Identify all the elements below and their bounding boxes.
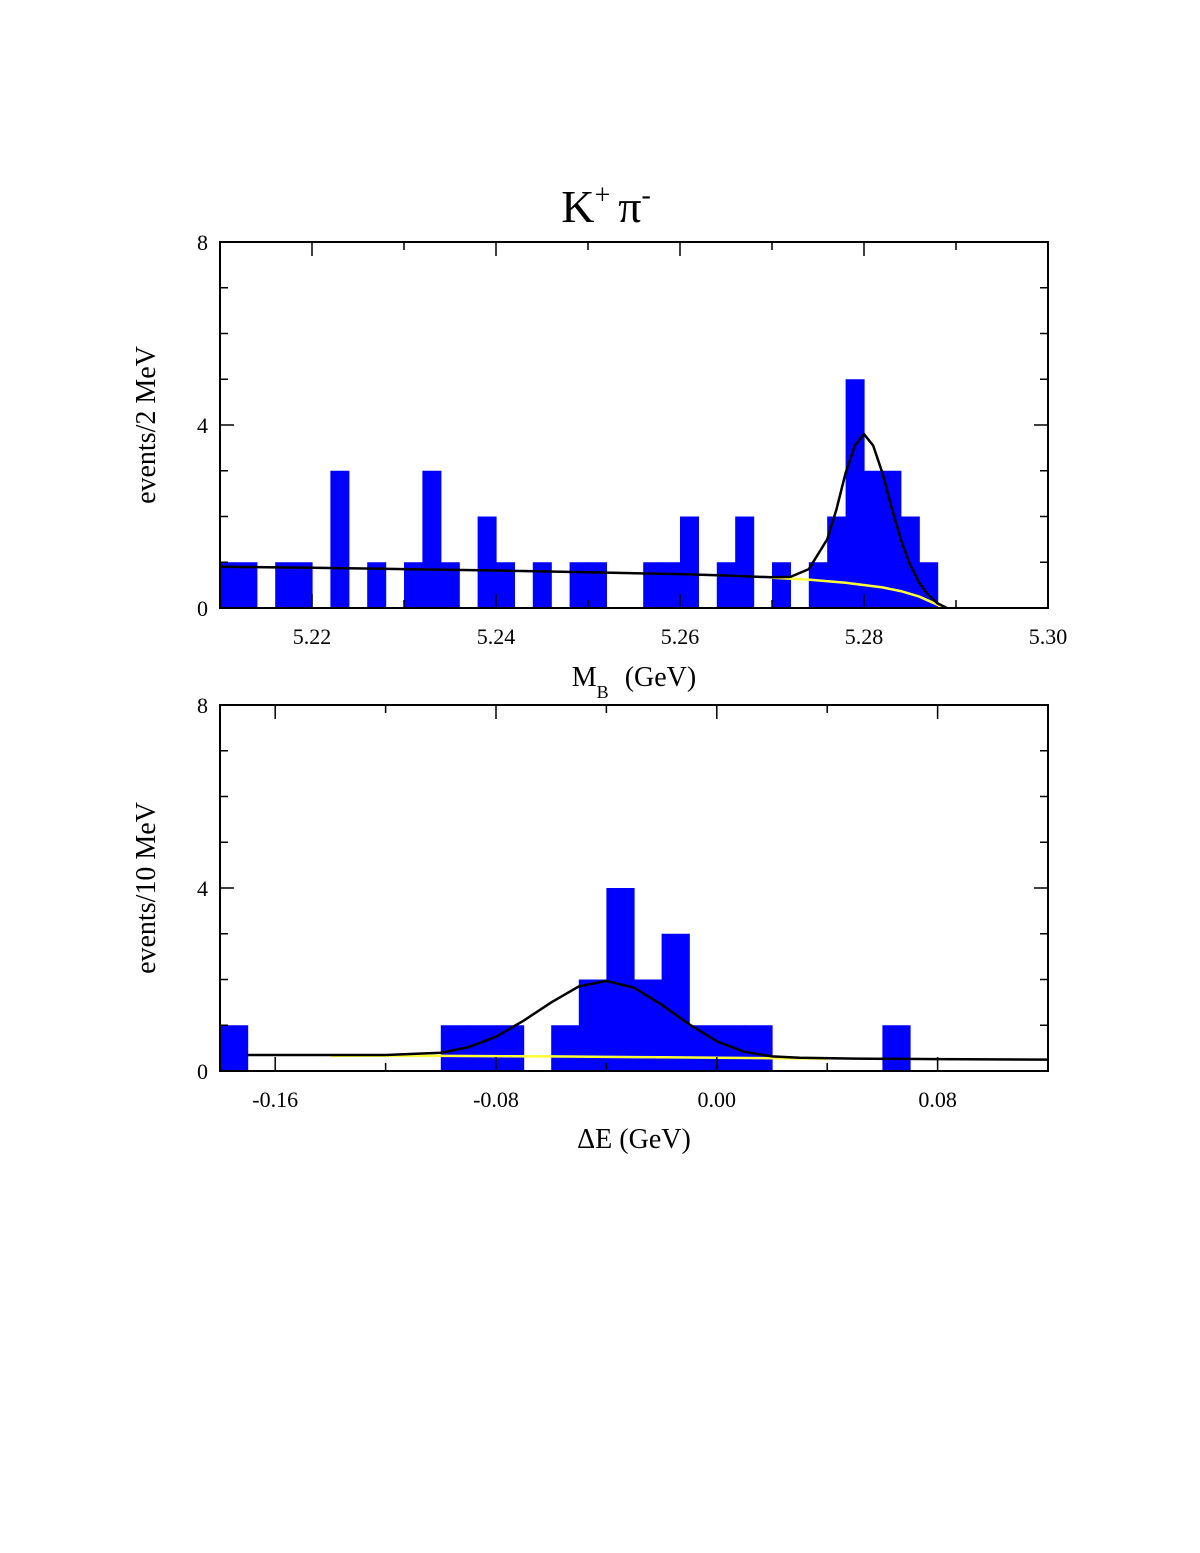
chart-mb-bar xyxy=(661,562,681,608)
chart-mb-ytick-labels: 0 4 8 xyxy=(197,230,208,621)
chart-de-xtick-label: 0.00 xyxy=(698,1087,737,1112)
chart-mb-bar xyxy=(440,562,460,608)
chart-mb-bar xyxy=(496,562,515,608)
chart-mb-bar xyxy=(275,562,295,608)
chart-mb-xtick-label: 5.28 xyxy=(845,624,884,649)
chart-de-bar xyxy=(551,1025,580,1071)
chart-mb-bar xyxy=(588,562,607,608)
chart-mb-bar xyxy=(532,562,552,608)
chart-mb-ytick-label: 8 xyxy=(197,230,208,255)
chart-de-bar xyxy=(716,1025,745,1071)
chart-mb-bar xyxy=(643,562,663,608)
chart-de-bar xyxy=(744,1025,773,1071)
chart-de-xtick-label: -0.16 xyxy=(252,1087,298,1112)
chart-de-ytick-label: 0 xyxy=(197,1059,208,1084)
chart-de-ytick-labels: 0 4 8 xyxy=(197,693,208,1084)
chart-de-bar xyxy=(661,933,690,1071)
chart-mb-ylabel: events/2 MeV xyxy=(131,346,162,504)
chart-mb-bar xyxy=(477,516,497,608)
chart-mb-ticks xyxy=(219,241,1049,609)
chart-mb-bar xyxy=(422,470,442,608)
chart-mb-ytick-label: 0 xyxy=(197,596,208,621)
chart-de-xtick-label: 0.08 xyxy=(918,1087,957,1112)
chart-mb-bar xyxy=(882,470,902,608)
chart-de-bar xyxy=(634,979,663,1071)
chart-mb-bar xyxy=(735,516,755,608)
chart-de-bar xyxy=(882,1025,911,1071)
chart-mb-fit-background xyxy=(771,576,948,610)
chart-de-ylabel: events/10 MeV xyxy=(131,802,162,974)
chart-mb-bar xyxy=(220,562,239,608)
chart-mb-bar xyxy=(293,562,313,608)
chart-de-bar xyxy=(496,1025,525,1071)
chart-mb-xtick-label: 5.30 xyxy=(1029,624,1068,649)
chart-mb-bars xyxy=(220,379,939,608)
chart-de-fit-total xyxy=(247,979,1049,1061)
chart-de-xtick-label: -0.08 xyxy=(473,1087,519,1112)
chart-mb-xtick-label: 5.22 xyxy=(293,624,332,649)
chart-de-ytick-label: 8 xyxy=(197,693,208,718)
chart-de-fit-background xyxy=(330,1054,828,1060)
chart-de-xlabel: ΔE (GeV) xyxy=(577,1124,691,1155)
chart-mb-bar xyxy=(330,470,350,608)
chart-de-ytick-label: 4 xyxy=(197,876,208,901)
chart-mb: 5.22 5.24 5.26 5.28 5.30 0 4 8 events/2 MeV MB… xyxy=(131,230,1067,702)
chart-de-bar xyxy=(220,1025,249,1071)
chart-de-xtick-labels: -0.16 -0.08 0.00 0.08 xyxy=(252,1087,957,1112)
chart-mb-ytick-label: 4 xyxy=(197,413,208,438)
chart-mb-bar xyxy=(808,562,828,608)
chart-mb-bar xyxy=(680,516,699,608)
chart-mb-bar xyxy=(772,562,791,608)
chart-mb-bar xyxy=(569,562,589,608)
chart-mb-bar xyxy=(864,470,883,608)
chart-mb-bar xyxy=(238,562,258,608)
chart-de-bar xyxy=(468,1025,497,1071)
chart-de-ticks xyxy=(220,704,1049,1072)
chart-mb-xlabel: MB (GeV) xyxy=(572,662,696,702)
chart-mb-bar xyxy=(919,562,939,608)
chart-mb-xtick-labels: 5.22 5.24 5.26 5.28 5.30 xyxy=(293,624,1068,649)
chart-mb-fit-total xyxy=(219,432,948,610)
chart-mb-bar xyxy=(716,562,736,608)
chart-mb-xtick-label: 5.26 xyxy=(661,624,700,649)
chart-de: -0.16 -0.08 0.00 0.08 0 4 8 events/10 MeV ΔE … xyxy=(131,693,1049,1155)
chart-mb-bar xyxy=(845,379,865,608)
chart-de-bars xyxy=(220,888,911,1071)
chart-mb-bar xyxy=(367,562,387,608)
chart-mb-xtick-label: 5.24 xyxy=(477,624,516,649)
chart-mb-bar xyxy=(404,562,423,608)
chart-mb-bar xyxy=(827,516,847,608)
chart-de-bar xyxy=(606,888,635,1071)
page-title: K+ π- xyxy=(561,180,651,232)
